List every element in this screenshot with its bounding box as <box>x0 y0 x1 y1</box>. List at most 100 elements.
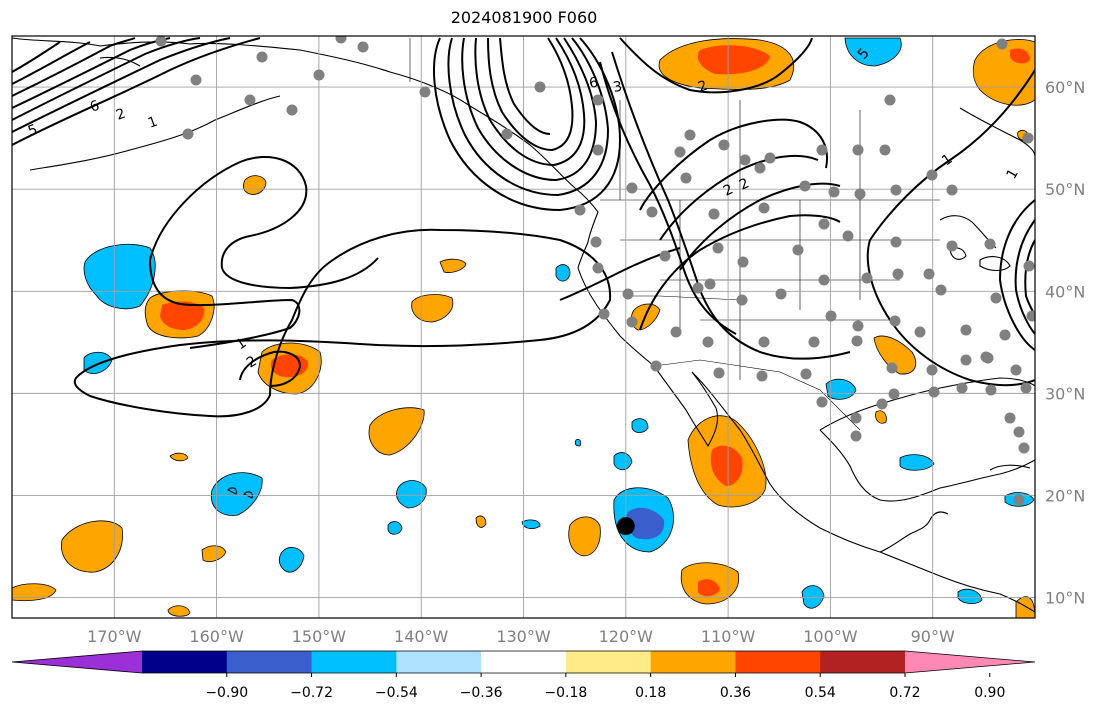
positive-anomaly <box>697 45 770 75</box>
station-dot <box>590 236 602 248</box>
contour-line <box>12 37 261 146</box>
station-dot <box>286 104 298 116</box>
coastline <box>979 256 1011 272</box>
contour-line <box>1014 219 1035 335</box>
station-dot <box>1013 426 1025 438</box>
station-dot <box>598 308 610 320</box>
positive-anomaly <box>568 516 601 557</box>
negative-anomaly <box>899 454 935 471</box>
colorbar-segment <box>142 651 228 673</box>
station-dot <box>708 208 720 220</box>
station-dot <box>501 128 513 140</box>
station-dot <box>984 238 996 250</box>
positive-anomaly <box>439 258 467 273</box>
station-dot <box>808 336 820 348</box>
contour-line <box>679 182 841 271</box>
station-dot <box>816 144 828 156</box>
positive-anomaly <box>12 583 57 602</box>
storm-center-marker <box>616 517 635 536</box>
contour-line <box>73 228 612 418</box>
station-dot <box>828 186 840 198</box>
contour-line <box>461 37 598 182</box>
station-dot <box>890 184 902 196</box>
station-dot <box>816 396 828 408</box>
station-dot <box>357 41 369 53</box>
positive-anomaly <box>160 301 205 330</box>
contour-line <box>619 37 813 94</box>
station-dot <box>574 204 586 216</box>
station-dot <box>1013 494 1025 506</box>
negative-anomaly <box>521 519 541 530</box>
contour-line <box>639 118 828 211</box>
station-dot <box>996 38 1008 50</box>
station-dot <box>842 230 854 242</box>
station-dot <box>935 284 947 296</box>
longitude-label: 150°W <box>292 627 347 646</box>
latitude-labels: 60°N 50°N 40°N 30°N 20°N 10°N <box>1045 78 1085 608</box>
station-dot <box>1010 364 1022 376</box>
station-dot <box>335 36 347 44</box>
colorbar-segment <box>481 651 567 673</box>
station-dot <box>1020 382 1032 394</box>
station-dot <box>854 188 866 200</box>
station-dot <box>852 320 864 332</box>
station-dot <box>737 256 749 268</box>
latitude-label: 60°N <box>1045 78 1085 97</box>
station-dot <box>692 282 704 294</box>
station-dot <box>256 51 268 63</box>
longitude-label: 120°W <box>599 627 654 646</box>
positive-anomaly <box>710 445 743 486</box>
colorbar: −0.90 −0.72 −0.54 −0.36 −0.18 0.18 0.36 0.54 0.7… <box>11 650 1036 701</box>
station-dot <box>1018 442 1030 454</box>
station-dot <box>892 268 904 280</box>
station-dot <box>818 218 830 230</box>
station-dot <box>592 144 604 156</box>
station-dot <box>876 398 888 410</box>
negative-anomaly <box>613 452 633 471</box>
contour-line <box>639 214 841 331</box>
longitude-label: 170°W <box>87 627 142 646</box>
latitude-label: 30°N <box>1045 384 1085 403</box>
contour-line <box>866 69 1035 387</box>
latitude-label: 50°N <box>1045 180 1085 199</box>
coastline <box>819 429 1035 502</box>
negative-anomaly <box>574 439 582 447</box>
contour-line <box>659 154 819 241</box>
positive-anomaly <box>411 294 454 323</box>
station-dot <box>758 336 770 348</box>
contour-line <box>149 155 379 290</box>
contour-line <box>998 199 1035 351</box>
colorbar-extend-max <box>905 651 1035 673</box>
station-dot <box>534 81 546 93</box>
positive-anomaly <box>61 520 123 573</box>
station-dot <box>674 146 686 158</box>
negative-anomaly <box>278 547 305 573</box>
map-title: 2024081900 F060 <box>450 8 598 27</box>
contour-label: 6 <box>588 75 600 92</box>
station-dot <box>712 242 724 254</box>
station-dot <box>592 262 604 274</box>
colorbar-segment <box>650 651 736 673</box>
station-dot <box>775 288 787 300</box>
coastline <box>819 377 1035 431</box>
positive-anomaly <box>873 335 917 375</box>
station-dot <box>1026 310 1035 322</box>
station-dot <box>190 74 202 86</box>
negative-anomaly <box>626 507 665 540</box>
station-dot <box>818 274 830 286</box>
coastline <box>959 107 1035 157</box>
coastline <box>653 365 719 448</box>
positive-anomaly <box>169 452 189 462</box>
station-dot <box>718 139 730 151</box>
contour-line <box>12 37 136 97</box>
station-dot <box>946 240 958 252</box>
positive-anomaly <box>1015 596 1035 618</box>
longitude-label: 140°W <box>394 627 449 646</box>
station-dot <box>889 315 901 327</box>
contour-line <box>12 37 201 121</box>
station-dot <box>960 354 972 366</box>
station-dot <box>704 278 716 290</box>
station-dot <box>622 288 634 300</box>
station-dot <box>244 94 256 106</box>
